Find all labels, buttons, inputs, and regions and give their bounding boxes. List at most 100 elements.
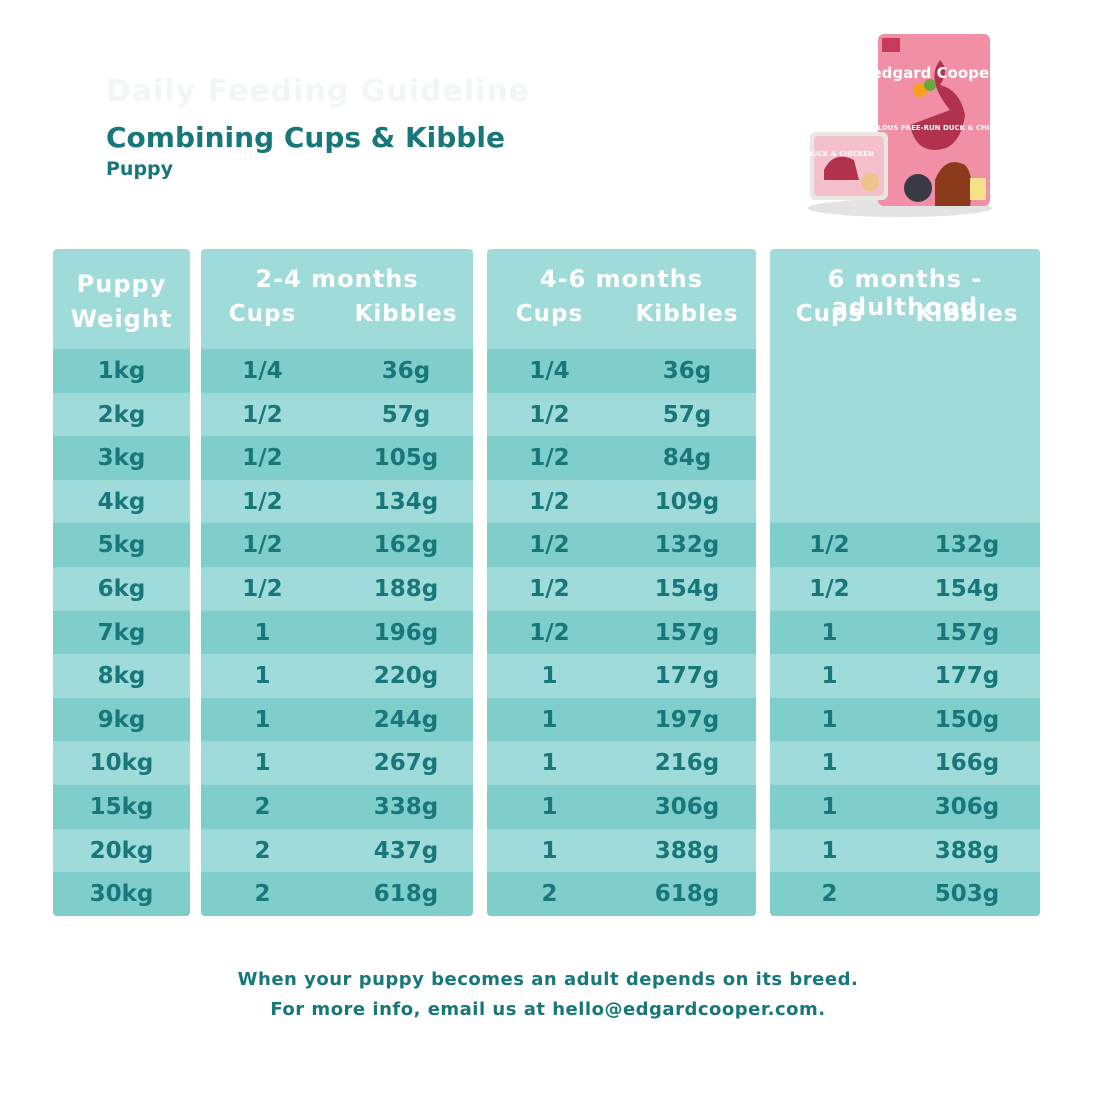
table-row: 1 267g (201, 741, 473, 785)
cups-cell: 1/2 (529, 445, 570, 472)
weight-cell: 20kg (89, 837, 154, 864)
weight-cell: 10kg (89, 750, 154, 777)
cups-cell: 2 (541, 881, 558, 908)
cups-cell: 1 (254, 706, 271, 733)
table-row: 2 338g (201, 784, 473, 829)
bag-brand: edgard Cooper (871, 64, 997, 82)
cups-header: Cups (228, 301, 297, 327)
cups-cell: 1 (254, 750, 271, 777)
weight-header-line1: Puppy (76, 270, 167, 298)
range-4-6-header: 4-6 months Cups Kibbles (487, 249, 756, 349)
kibbles-cell: 57g (662, 401, 712, 428)
kibbles-cell: 437g (373, 837, 439, 864)
cups-cell: 1 (541, 663, 558, 690)
table-row: 8kg (53, 654, 190, 698)
table-row: 1 196g (201, 610, 473, 655)
range-label: 6 months - adulthood (827, 265, 983, 321)
cups-cell: 1/2 (529, 532, 570, 559)
table-row: 1 197g (487, 697, 756, 742)
table-row (770, 480, 1040, 524)
cups-cell: 1 (254, 663, 271, 690)
cups-cell: 1 (821, 663, 838, 690)
faint-title: Daily Feeding Guideline (106, 74, 531, 109)
kibbles-cell: 134g (373, 488, 439, 515)
table-row (770, 436, 1040, 480)
table-row: 20kg (53, 829, 190, 873)
kibbles-cell: 618g (373, 881, 439, 908)
kibbles-cell: 306g (934, 793, 1000, 820)
table-row: 30kg (53, 872, 190, 916)
cups-cell: 1/2 (809, 575, 850, 602)
table-row: 1 166g (770, 741, 1040, 785)
cups-cell: 2 (254, 793, 271, 820)
table-row: 2 503g (770, 872, 1040, 916)
kibbles-cell: 166g (934, 750, 1000, 777)
cups-cell: 1 (541, 837, 558, 864)
table-row: 1 150g (770, 697, 1040, 742)
weight-header: Puppy Weight (53, 249, 190, 349)
footer-note: When your puppy becomes an adult depends… (0, 965, 1096, 1025)
kibbles-cell: 109g (654, 488, 720, 515)
kibbles-cell: 188g (373, 575, 439, 602)
kibbles-cell: 306g (654, 793, 720, 820)
table-row (770, 349, 1040, 393)
kibbles-cell: 216g (654, 750, 720, 777)
table-row (770, 393, 1040, 437)
weight-header-line2: Weight (70, 305, 173, 333)
cups-cell: 1/2 (529, 619, 570, 646)
kibbles-cell: 196g (373, 619, 439, 646)
table-row: 1 388g (770, 829, 1040, 873)
table-row: 1/2 134g (201, 480, 473, 524)
footer-line-1: When your puppy becomes an adult depends… (237, 969, 859, 990)
cups-cell: 1/2 (242, 401, 283, 428)
cups-cell: 1 (821, 837, 838, 864)
cups-cell: 1 (821, 750, 838, 777)
cups-cell: 1/4 (242, 358, 283, 384)
cups-cell: 1 (821, 619, 838, 646)
kibbles-cell: 197g (654, 706, 720, 733)
table-row: 1 388g (487, 829, 756, 873)
kibbles-cell: 132g (934, 532, 1000, 559)
kibbles-cell: 84g (662, 445, 712, 472)
table-row: 1 177g (487, 654, 756, 698)
cups-cell: 1/2 (242, 445, 283, 472)
kibbles-cell: 154g (654, 575, 720, 602)
page-subtitle: Puppy (106, 158, 174, 180)
cups-cell: 1/4 (529, 358, 570, 384)
cups-cell: 1/2 (242, 575, 283, 602)
table-row: 1/2 132g (487, 523, 756, 567)
cups-cell: 1 (541, 750, 558, 777)
kibbles-cell: 244g (373, 706, 439, 733)
table-row: 1/2 132g (770, 523, 1040, 567)
cups-cell: 1/2 (242, 532, 283, 559)
cups-header: Cups (795, 301, 864, 327)
weight-cell: 2kg (97, 401, 146, 428)
weight-cell: 1kg (97, 358, 146, 384)
range-2-4-months: 2-4 months Cups Kibbles 1/4 36g 1/2 57g 1/2 1… (201, 249, 473, 916)
cups-cell: 2 (821, 881, 838, 908)
table-row: 1 244g (201, 697, 473, 742)
page-title: Combining Cups & Kibble (106, 121, 505, 154)
kibbles-cell: 57g (381, 401, 431, 428)
tray-flavour: DUCK & CHICKEN (806, 150, 874, 158)
product-image: edgard Cooper FABULOUS FREE-RUN DUCK & C… (806, 34, 1000, 217)
weight-cell: 5kg (97, 532, 146, 559)
table-row: 1 306g (487, 784, 756, 829)
cups-header: Cups (515, 301, 584, 327)
cups-cell: 1/2 (529, 575, 570, 602)
table-row: 7kg (53, 610, 190, 655)
table-row: 1 306g (770, 784, 1040, 829)
range-label: 4-6 months (539, 265, 704, 293)
cups-cell: 1/2 (809, 532, 850, 559)
cups-cell: 1 (541, 793, 558, 820)
weight-cell: 15kg (89, 793, 154, 820)
table-row: 1/2 105g (201, 436, 473, 480)
kibbles-cell: 338g (373, 793, 439, 820)
range-adulthood: 6 months - adulthood Cups Kibbles 1/2 132… (770, 249, 1040, 916)
cups-cell: 1/2 (242, 488, 283, 515)
cups-cell: 1/2 (529, 401, 570, 428)
table-row: 1/2 109g (487, 480, 756, 524)
kibbles-cell: 177g (654, 663, 720, 690)
table-row: 2kg (53, 393, 190, 437)
weight-cell: 3kg (97, 445, 146, 472)
